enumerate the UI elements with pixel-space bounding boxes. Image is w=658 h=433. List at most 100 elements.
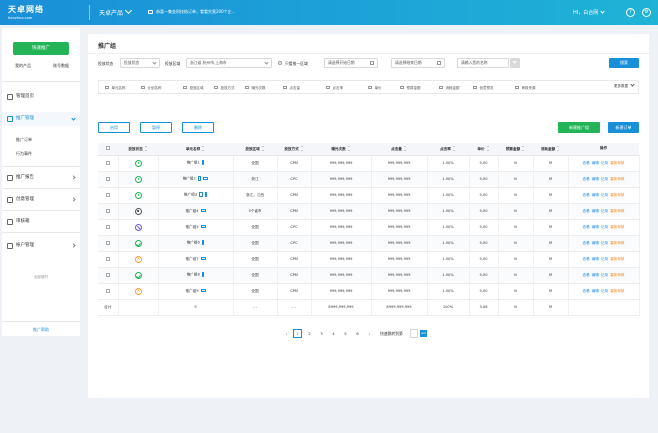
help-icon[interactable]: ? bbox=[626, 8, 635, 17]
column-header[interactable]: 点击率 bbox=[427, 143, 469, 156]
prev-page-button[interactable]: ‹ bbox=[285, 331, 288, 336]
sidebar-link-my-products[interactable]: 我的产品 bbox=[15, 63, 31, 68]
enable-button[interactable]: 启用 bbox=[98, 122, 130, 133]
view-link[interactable]: 查看 bbox=[582, 272, 590, 277]
status-cell[interactable] bbox=[118, 203, 159, 220]
checkbox[interactable] bbox=[141, 85, 145, 89]
checkbox[interactable] bbox=[105, 85, 109, 89]
sort-icon[interactable] bbox=[261, 145, 265, 151]
view-link[interactable]: 查看 bbox=[582, 176, 590, 181]
status-cell[interactable] bbox=[118, 267, 159, 284]
unit-name-link[interactable]: 推广组8 bbox=[186, 272, 200, 277]
view-link[interactable]: 查看 bbox=[582, 288, 590, 293]
column-header[interactable]: 单元名称 bbox=[158, 143, 233, 156]
column-toggle[interactable]: 单价 bbox=[368, 85, 382, 91]
row-select-cell[interactable] bbox=[98, 219, 119, 236]
status-cell[interactable] bbox=[118, 251, 159, 268]
row-select-cell[interactable] bbox=[98, 267, 119, 284]
resubmit-link[interactable]: 重新审核 bbox=[610, 288, 625, 293]
edit-link[interactable]: 编辑 bbox=[591, 208, 599, 213]
sort-icon[interactable] bbox=[300, 145, 304, 151]
running-status-icon[interactable] bbox=[134, 191, 142, 199]
select-all-cell[interactable] bbox=[98, 143, 118, 156]
page-button[interactable]: 2 bbox=[308, 331, 311, 336]
column-toggle[interactable]: 投放方式 bbox=[214, 85, 235, 91]
resubmit-link[interactable]: 重新审核 bbox=[610, 256, 625, 261]
promotion-help-link[interactable]: 推广帮助 bbox=[2, 321, 80, 336]
column-toggle[interactable]: 投放区域 bbox=[183, 85, 204, 91]
resubmit-link[interactable]: 重新审核 bbox=[610, 240, 625, 245]
running-status-icon[interactable] bbox=[134, 175, 142, 183]
row-checkbox[interactable] bbox=[105, 224, 110, 229]
sidebar-item-home[interactable]: 管理首页 bbox=[2, 90, 80, 104]
delete-button[interactable]: 删除 bbox=[182, 122, 214, 133]
sort-icon[interactable] bbox=[522, 145, 525, 151]
unit-name-link[interactable]: 推广组2 bbox=[182, 176, 196, 181]
unit-name-link[interactable]: 推广组9 bbox=[185, 288, 199, 293]
checkbox[interactable] bbox=[245, 85, 249, 89]
checkbox[interactable] bbox=[326, 85, 330, 89]
sort-icon[interactable] bbox=[403, 145, 407, 151]
unit-name-link[interactable]: 推广组4 bbox=[185, 208, 199, 213]
sidebar-subitem-orders[interactable]: 推广订单 bbox=[16, 137, 32, 142]
status-cell[interactable] bbox=[118, 155, 159, 172]
new-order-button[interactable]: 新建订单 bbox=[608, 122, 639, 133]
unit-name-link[interactable]: 推广组3 bbox=[183, 192, 198, 197]
resubmit-link[interactable]: 重新审核 bbox=[610, 272, 625, 277]
unit-name-link[interactable]: 推广组6 bbox=[186, 240, 200, 245]
new-group-button[interactable]: 新建推广组 bbox=[558, 122, 600, 133]
column-toggle[interactable]: 预算金额 bbox=[400, 85, 421, 91]
stopped-status-icon[interactable] bbox=[134, 223, 142, 231]
sidebar-subitem-events[interactable]: 行为事件 bbox=[16, 151, 32, 156]
unit-name-link[interactable]: 推广组1 bbox=[186, 160, 200, 165]
sidebar-item-review[interactable]: 审核箱 bbox=[2, 215, 80, 229]
search-dropdown-button[interactable] bbox=[510, 58, 520, 68]
status-select[interactable]: 投放状态 bbox=[120, 58, 160, 68]
edit-link[interactable]: 编辑 bbox=[591, 176, 599, 181]
checkbox[interactable] bbox=[214, 85, 218, 89]
sidebar-link-account-data[interactable]: 账号数据 bbox=[53, 63, 69, 68]
row-select-cell[interactable] bbox=[98, 203, 119, 220]
resubmit-link[interactable]: 重新审核 bbox=[610, 208, 625, 213]
start-date-field[interactable]: 请选择开始日期 bbox=[324, 58, 378, 68]
more-columns-toggle[interactable]: 更多数据 bbox=[614, 82, 635, 89]
checkbox[interactable] bbox=[439, 85, 443, 89]
approved-status-icon[interactable] bbox=[134, 271, 142, 279]
view-link[interactable]: 查看 bbox=[582, 256, 590, 261]
jump-go-button[interactable]: GO bbox=[420, 330, 427, 337]
sidebar-item-creative[interactable]: 创意管理 bbox=[2, 193, 80, 207]
unit-name-link[interactable]: 推广组7 bbox=[185, 256, 199, 261]
history-link[interactable]: 记录 bbox=[600, 160, 609, 165]
column-header[interactable]: 消耗金额 bbox=[533, 143, 568, 156]
sort-icon[interactable] bbox=[486, 145, 490, 151]
page-button[interactable]: 1 bbox=[293, 329, 302, 338]
jump-page-input[interactable] bbox=[410, 329, 418, 338]
edit-link[interactable]: 编辑 bbox=[591, 192, 599, 197]
sort-icon[interactable] bbox=[347, 145, 351, 151]
status-cell[interactable] bbox=[118, 171, 159, 188]
column-toggle[interactable]: 点击量 bbox=[283, 85, 300, 91]
row-checkbox[interactable] bbox=[105, 176, 110, 181]
sidebar-item-account[interactable]: 帐户管理 bbox=[2, 239, 80, 253]
edit-link[interactable]: 编辑 bbox=[591, 256, 599, 261]
column-toggle[interactable]: 消耗金额 bbox=[439, 85, 460, 91]
next-page-button[interactable]: › bbox=[368, 331, 371, 336]
view-link[interactable]: 查看 bbox=[582, 240, 590, 245]
checkbox[interactable] bbox=[473, 85, 477, 89]
column-header[interactable]: 投放状态 bbox=[118, 143, 158, 156]
rejected-status-icon[interactable] bbox=[134, 287, 142, 295]
view-link[interactable]: 查看 bbox=[582, 160, 590, 165]
paused-status-icon[interactable] bbox=[134, 207, 142, 215]
checkbox[interactable] bbox=[283, 85, 287, 89]
column-header[interactable]: 投放方式 bbox=[277, 143, 311, 156]
edit-link[interactable]: 编辑 bbox=[591, 160, 599, 165]
quick-promote-button[interactable]: 快速推广 bbox=[13, 42, 69, 55]
column-header[interactable]: 曝光次数 bbox=[311, 143, 371, 156]
product-switcher[interactable]: 天卓产品 bbox=[99, 6, 133, 17]
checkbox[interactable] bbox=[515, 85, 519, 89]
history-link[interactable]: 记录 bbox=[600, 288, 609, 293]
row-checkbox[interactable] bbox=[105, 240, 110, 245]
column-toggle[interactable]: 创意预览 bbox=[473, 85, 494, 91]
resubmit-link[interactable]: 重新审核 bbox=[610, 160, 625, 165]
user-menu[interactable]: HI，白合网 bbox=[573, 9, 605, 16]
